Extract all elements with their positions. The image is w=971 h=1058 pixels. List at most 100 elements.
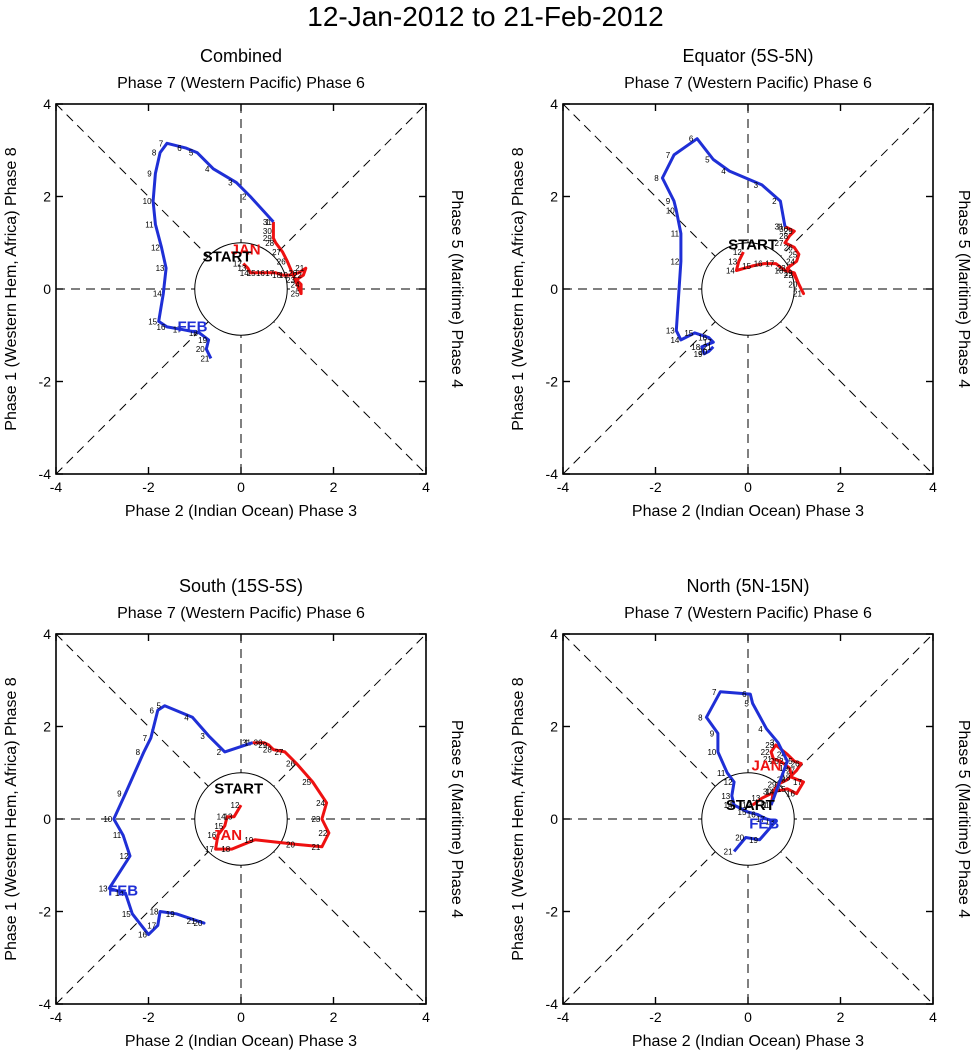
day-label-jan: 19: [244, 836, 253, 845]
day-label-feb: 3: [228, 179, 233, 188]
day-label-feb: 1: [244, 739, 249, 748]
day-label-jan: 20: [288, 269, 297, 278]
day-label-jan: 31: [761, 801, 770, 810]
day-label-feb: 21: [187, 917, 196, 926]
day-label-jan: 17: [265, 269, 274, 278]
day-label-feb: 7: [666, 151, 671, 160]
y-tick-label: -2: [39, 904, 52, 920]
day-label-jan: 16: [786, 790, 795, 799]
day-label-feb: 7: [159, 139, 164, 148]
day-label-jan: 17: [793, 778, 802, 787]
start-label: START: [728, 237, 777, 254]
y-tick-label: -2: [546, 904, 559, 920]
day-label-jan: 16: [256, 269, 265, 278]
day-label-jan: 29: [784, 227, 793, 236]
day-label-jan: 14: [217, 813, 226, 822]
panel-title: South (15S-5S): [179, 576, 303, 596]
day-label-feb: 11: [145, 220, 154, 229]
day-label-feb: 21: [724, 847, 733, 856]
day-label-feb: 1: [265, 218, 270, 227]
x-tick-label: -4: [50, 1009, 63, 1025]
axis-label-left: Phase 1 (Western Hem, Africa) Phase 8: [3, 147, 20, 430]
day-label-feb: 3: [200, 732, 205, 741]
day-label-feb: 19: [198, 336, 207, 345]
trajectory-feb: [107, 704, 254, 937]
day-label-feb: 5: [705, 156, 710, 165]
y-tick-label: 2: [550, 719, 558, 735]
day-label-feb: 16: [157, 323, 166, 332]
axis-label-left: Phase 1 (Western Hem, Africa) Phase 8: [510, 677, 527, 960]
day-label-jan: 27: [274, 748, 283, 757]
trajectory-jan: [242, 221, 308, 296]
day-label-jan: 18: [221, 845, 230, 854]
day-label-feb: 9: [147, 169, 152, 178]
day-label-jan: 17: [205, 845, 214, 854]
day-label-jan: 21: [763, 755, 772, 764]
day-label-feb: 10: [143, 197, 152, 206]
panel-title: Equator (5S-5N): [682, 46, 813, 66]
y-tick-label: 2: [43, 719, 51, 735]
day-label-jan: 31: [263, 218, 272, 227]
day-label-feb: 6: [150, 706, 155, 715]
day-label-feb: 16: [747, 810, 756, 819]
day-label-feb: 12: [724, 778, 733, 787]
start-label: START: [203, 248, 252, 265]
day-label-jan: 19: [279, 271, 288, 280]
axis-label-right: Phase 5 (Maritime) Phase 4: [955, 190, 971, 388]
day-label-feb: 2: [772, 197, 777, 206]
axis-label-top: Phase 7 (Western Pacific) Phase 6: [117, 605, 365, 622]
y-tick-label: -4: [39, 466, 52, 482]
x-tick-label: 2: [837, 1009, 845, 1025]
day-label-jan: 20: [770, 757, 779, 766]
day-label-feb: 9: [710, 729, 715, 738]
day-label-feb: 18: [150, 908, 159, 917]
x-tick-label: -2: [142, 479, 155, 495]
day-label-jan: 29: [263, 234, 272, 243]
day-label-jan: 24: [316, 799, 325, 808]
trajectory-feb: [151, 141, 275, 360]
day-label-feb: 11: [113, 831, 122, 840]
day-label-jan: 25: [788, 250, 797, 259]
day-label-feb: 13: [721, 792, 730, 801]
y-tick-label: 2: [43, 189, 51, 205]
panel-title: Combined: [200, 46, 282, 66]
axis-label-top: Phase 7 (Western Pacific) Phase 6: [624, 605, 872, 622]
day-label-feb: 19: [749, 836, 758, 845]
day-label-feb: 10: [707, 748, 716, 757]
month-label-jan: JAN: [212, 827, 242, 844]
day-label-feb: 8: [136, 748, 141, 757]
day-label-jan: 23: [765, 741, 774, 750]
x-tick-label: -2: [649, 479, 662, 495]
day-label-jan: 13: [237, 264, 246, 273]
day-label-jan: 20: [788, 280, 797, 289]
day-label-jan: 14: [765, 787, 774, 796]
day-label-jan: 26: [277, 257, 286, 266]
day-label-feb: 5: [156, 702, 161, 711]
day-label-jan: 30: [263, 227, 272, 236]
x-tick-label: 0: [237, 479, 245, 495]
day-label-feb: 5: [744, 699, 749, 708]
day-label-feb: 8: [152, 149, 157, 158]
day-label-feb: 10: [103, 815, 112, 824]
day-label-feb: 9: [666, 197, 671, 206]
day-label-jan: 24: [786, 257, 795, 266]
day-label-feb: 1: [777, 223, 782, 232]
day-label-jan: 22: [293, 271, 302, 280]
day-label-jan: 16: [207, 831, 216, 840]
axis-label-bottom: Phase 2 (Indian Ocean) Phase 3: [125, 1033, 357, 1050]
y-tick-label: -4: [546, 996, 559, 1012]
day-label-feb: 16: [138, 931, 147, 940]
day-label-jan: 23: [286, 276, 295, 285]
day-label-jan: 21: [295, 264, 304, 273]
trajectory-feb: [660, 137, 787, 356]
trajectory-jan: [214, 741, 331, 851]
day-label-feb: 2: [217, 748, 222, 757]
day-label-feb: 2: [779, 757, 784, 766]
day-label-feb: 4: [184, 713, 189, 722]
day-label-feb: 12: [670, 257, 679, 266]
axis-label-left: Phase 1 (Western Hem, Africa) Phase 8: [3, 677, 20, 960]
